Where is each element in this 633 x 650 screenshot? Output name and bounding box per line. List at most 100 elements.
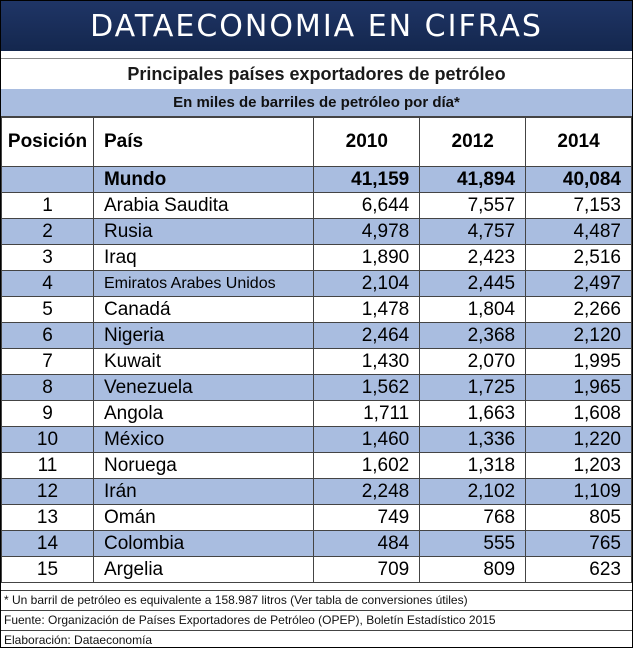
value-cell: 709 [313,556,421,583]
header-row: Posición País 2010 2012 2014 [1,117,632,167]
country-cell: Rusia [92,218,315,245]
country-cell: Iraq [92,244,315,271]
value-cell: 555 [419,530,527,557]
value-cell: 7,557 [419,192,527,219]
position-cell: 13 [1,504,94,531]
value-cell: 1,663 [419,400,527,427]
world-value: 41,159 [313,166,421,193]
table-row: 14 Colombia 484 555 765 [1,530,632,557]
value-cell: 4,757 [419,218,527,245]
value-cell: 765 [525,530,632,557]
value-cell: 7,153 [525,192,632,219]
value-cell: 805 [525,504,632,531]
value-cell: 2,497 [525,270,632,297]
country-cell: Arabia Saudita [92,192,315,219]
position-cell: 2 [1,218,94,245]
position-cell: 12 [1,478,94,505]
value-cell: 1,995 [525,348,632,375]
table-row: 4 Emiratos Arabes Unidos 2,104 2,445 2,497 [1,270,632,297]
value-cell: 1,804 [419,296,527,323]
country-cell: Canadá [92,296,315,323]
value-cell: 1,203 [525,452,632,479]
value-cell: 1,430 [313,348,421,375]
world-row: Mundo 41,159 41,894 40,084 [1,166,632,193]
header-year: 2012 [419,117,527,167]
value-cell: 1,336 [419,426,527,453]
value-cell: 2,516 [525,244,632,271]
value-cell: 2,266 [525,296,632,323]
country-cell: Angola [92,400,315,427]
table-row: 11 Noruega 1,602 1,318 1,203 [1,452,632,479]
exporters-table: Posición País 2010 2012 2014 Mundo 41,15… [1,117,632,583]
country-cell: Nigeria [92,322,315,349]
value-cell: 1,602 [313,452,421,479]
value-cell: 809 [419,556,527,583]
table-row: 2 Rusia 4,978 4,757 4,487 [1,218,632,245]
table-row: 1 Arabia Saudita 6,644 7,557 7,153 [1,192,632,219]
value-cell: 2,102 [419,478,527,505]
world-label: Mundo [92,166,315,193]
position-cell: 7 [1,348,94,375]
value-cell: 1,460 [313,426,421,453]
table-row: 6 Nigeria 2,464 2,368 2,120 [1,322,632,349]
value-cell: 1,220 [525,426,632,453]
value-cell: 768 [419,504,527,531]
value-cell: 2,368 [419,322,527,349]
country-cell: Noruega [92,452,315,479]
country-cell: Venezuela [92,374,315,401]
value-cell: 1,109 [525,478,632,505]
world-value: 40,084 [525,166,632,193]
value-cell: 484 [313,530,421,557]
value-cell: 1,725 [419,374,527,401]
value-cell: 749 [313,504,421,531]
position-cell: 5 [1,296,94,323]
table-row: 3 Iraq 1,890 2,423 2,516 [1,244,632,271]
table-row: 10 México 1,460 1,336 1,220 [1,426,632,453]
country-cell: Argelia [92,556,315,583]
country-cell: Colombia [92,530,315,557]
value-cell: 1,478 [313,296,421,323]
value-cell: 623 [525,556,632,583]
position-cell: 3 [1,244,94,271]
value-cell: 1,965 [525,374,632,401]
footnotes: * Un barril de petróleo es equivalente a… [1,590,632,650]
table-row: 12 Irán 2,248 2,102 1,109 [1,478,632,505]
table-title: Principales países exportadores de petró… [1,58,632,90]
position-cell: 1 [1,192,94,219]
value-cell: 2,248 [313,478,421,505]
value-cell: 1,890 [313,244,421,271]
value-cell: 6,644 [313,192,421,219]
conversion-note: * Un barril de petróleo es equivalente a… [1,590,632,610]
value-cell: 2,464 [313,322,421,349]
table-row: 13 Omán 749 768 805 [1,504,632,531]
table-subtitle: En miles de barriles de petróleo por día… [1,89,632,117]
country-cell: Omán [92,504,315,531]
table-row: 7 Kuwait 1,430 2,070 1,995 [1,348,632,375]
position-cell: 8 [1,374,94,401]
world-position-cell [1,166,94,193]
value-cell: 1,608 [525,400,632,427]
world-value: 41,894 [419,166,527,193]
value-cell: 2,423 [419,244,527,271]
position-cell: 14 [1,530,94,557]
value-cell: 4,487 [525,218,632,245]
table-row: 15 Argelia 709 809 623 [1,556,632,583]
country-cell: Irán [92,478,315,505]
value-cell: 2,445 [419,270,527,297]
header-country: País [92,117,315,167]
source-note: Fuente: Organización de Países Exportado… [1,610,632,630]
position-cell: 10 [1,426,94,453]
value-cell: 2,120 [525,322,632,349]
value-cell: 1,711 [313,400,421,427]
position-cell: 15 [1,556,94,583]
table-row: 5 Canadá 1,478 1,804 2,266 [1,296,632,323]
position-cell: 11 [1,452,94,479]
header-position: Posición [1,117,94,167]
credit-note: Elaboración: Dataeconomía [1,630,632,650]
table-row: 8 Venezuela 1,562 1,725 1,965 [1,374,632,401]
value-cell: 4,978 [313,218,421,245]
banner-title: DATAECONOMIA EN CIFRAS [1,1,632,51]
header-year: 2014 [525,117,632,167]
country-cell: Kuwait [92,348,315,375]
country-cell: Emiratos Arabes Unidos [92,270,315,297]
